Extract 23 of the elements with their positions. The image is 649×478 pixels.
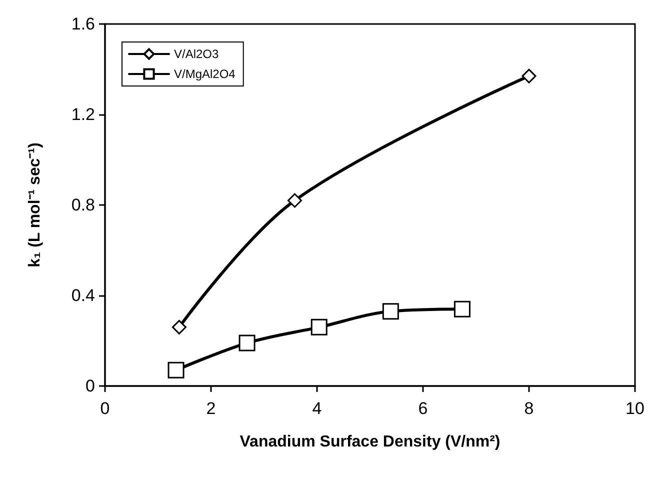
point [168,362,184,378]
point [287,193,302,208]
y-axis-title: k₁ (L mol⁻¹ sec⁻¹) [26,142,44,268]
point [522,68,536,84]
point [172,320,186,334]
point [310,318,328,336]
y-tick-label: 1.2 [71,105,95,124]
x-tick-label: 0 [100,399,110,418]
point [382,303,399,320]
legend-label: V/Al2O3 [174,47,220,61]
point [238,334,256,352]
y-tick-label: 0.8 [71,196,95,214]
x-tick-label: 6 [418,399,428,418]
x-tick-label: 10 [626,399,644,418]
x-axis-title: Vanadium Surface Density (V/nm²) [240,434,500,450]
y-tick-label: 0.4 [71,286,95,305]
point [454,300,470,318]
x-tick-label: 8 [524,399,534,418]
x-tick-label: 4 [312,399,322,418]
x-tick-label: 2 [206,399,216,418]
y-tick-label: 0 [86,376,95,396]
legend-label: V/MgAl2O4 [174,67,236,81]
y-tick-label: 1.6 [71,14,95,34]
